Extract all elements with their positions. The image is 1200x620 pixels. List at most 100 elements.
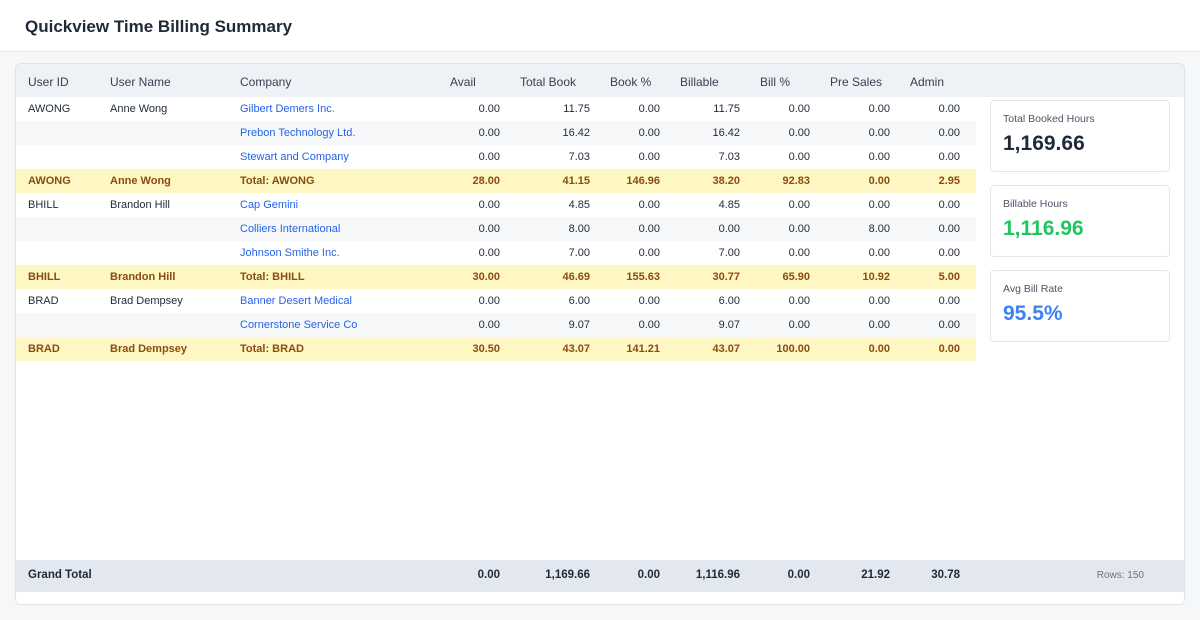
cell-total-book: 9.07 (568, 319, 590, 331)
cell-bill-pct: 0.00 (788, 295, 810, 307)
kpi-card-billable-hours: Billable Hours 1,116.96 (990, 185, 1170, 257)
kpi-label: Avg Bill Rate (1003, 283, 1063, 295)
cell-pre-sales: 0.00 (868, 199, 890, 211)
column-header-billable[interactable]: Billable (680, 75, 719, 89)
cell-pre-sales: 0.00 (868, 343, 890, 355)
column-header-company[interactable]: Company (240, 75, 292, 89)
column-header-pre-sales[interactable]: Pre Sales (830, 75, 883, 89)
table-row[interactable]: Stewart and Company 0.00 7.03 0.00 7.03 0.00 0… (16, 145, 976, 169)
cell-pre-sales: 0.00 (868, 247, 890, 259)
cell-avail: 0.00 (478, 199, 500, 211)
cell-user-name: Brad Dempsey (110, 295, 183, 307)
company-link[interactable]: Johnson Smithe Inc. (240, 247, 340, 259)
subtotal-row[interactable]: AWONG Anne Wong Total: AWONG 28.00 41.15 146.… (16, 169, 976, 193)
table-row[interactable]: Colliers International 0.00 8.00 0.00 0.00 0.… (16, 217, 976, 241)
table-row[interactable]: BHILL Brandon Hill Cap Gemini 0.00 4.85 0.00 4… (16, 193, 976, 217)
cell-billable: 7.03 (718, 151, 740, 163)
cell-avail: 0.00 (478, 127, 500, 139)
column-header-avail[interactable]: Avail (450, 75, 476, 89)
company-link[interactable]: Cornerstone Service Co (240, 319, 358, 331)
cell-admin: 0.00 (938, 103, 960, 115)
cell-book-pct: 155.63 (626, 271, 660, 283)
cell-bill-pct: 0.00 (788, 199, 810, 211)
grand-total-bill-pct: 0.00 (787, 569, 810, 581)
column-header-total-book[interactable]: Total Book (520, 75, 577, 89)
kpi-card-avg-bill-rate: Avg Bill Rate 95.5% (990, 270, 1170, 342)
table-row[interactable]: AWONG Anne Wong Gilbert Demers Inc. 0.00 11.… (16, 97, 976, 121)
cell-pre-sales: 0.00 (868, 175, 890, 187)
cell-pre-sales: 8.00 (868, 223, 890, 235)
grand-total-billable: 1,116.96 (695, 569, 740, 581)
cell-user-id: BRAD (28, 295, 59, 307)
cell-user-id: AWONG (28, 103, 71, 115)
subtotal-row[interactable]: BHILL Brandon Hill Total: BHILL 30.00 46.69 1… (16, 265, 976, 289)
cell-pre-sales: 0.00 (868, 295, 890, 307)
company-link[interactable]: Banner Desert Medical (240, 295, 352, 307)
cell-billable: 7.00 (718, 247, 740, 259)
cell-avail: 0.00 (478, 247, 500, 259)
table-row[interactable]: Cornerstone Service Co 0.00 9.07 0.00 9.07 0.… (16, 313, 976, 337)
company-link[interactable]: Cap Gemini (240, 199, 299, 211)
cell-total-book: 6.00 (568, 295, 590, 307)
cell-avail: 30.00 (472, 271, 500, 283)
cell-user-id: BHILL (28, 271, 61, 283)
cell-book-pct: 0.00 (638, 199, 660, 211)
grand-total-row: Grand Total 0.00 1,169.66 0.00 1,116.96 … (16, 560, 1184, 592)
cell-company: Total: BHILL (240, 271, 305, 283)
cell-bill-pct: 92.83 (782, 175, 810, 187)
kpi-value: 95.5% (1003, 302, 1063, 325)
cell-avail: 0.00 (478, 319, 500, 331)
cell-book-pct: 0.00 (638, 223, 660, 235)
grand-total-admin: 30.78 (931, 569, 960, 581)
cell-user-name: Brandon Hill (110, 199, 170, 211)
company-link[interactable]: Gilbert Demers Inc. (240, 103, 335, 115)
cell-billable: 38.20 (712, 175, 740, 187)
table-row[interactable]: Johnson Smithe Inc. 0.00 7.00 0.00 7.00 0.00 0… (16, 241, 976, 265)
cell-admin: 0.00 (938, 343, 960, 355)
cell-total-book: 43.07 (562, 343, 590, 355)
cell-pre-sales: 0.00 (868, 127, 890, 139)
cell-book-pct: 141.21 (626, 343, 660, 355)
cell-book-pct: 0.00 (638, 127, 660, 139)
cell-bill-pct: 0.00 (788, 223, 810, 235)
cell-avail: 0.00 (478, 295, 500, 307)
kpi-label: Total Booked Hours (1003, 113, 1095, 125)
cell-bill-pct: 0.00 (788, 247, 810, 259)
cell-total-book: 41.15 (562, 175, 590, 187)
column-header-user-name[interactable]: User Name (110, 75, 171, 89)
cell-total-book: 7.03 (568, 151, 590, 163)
company-link[interactable]: Stewart and Company (240, 151, 349, 163)
cell-book-pct: 0.00 (638, 319, 660, 331)
cell-avail: 28.00 (472, 175, 500, 187)
cell-billable: 6.00 (718, 295, 740, 307)
column-header-user-id[interactable]: User ID (28, 75, 69, 89)
cell-user-name: Anne Wong (110, 175, 171, 187)
cell-book-pct: 0.00 (638, 103, 660, 115)
cell-total-book: 7.00 (568, 247, 590, 259)
cell-admin: 2.95 (938, 175, 960, 187)
page-title: Quickview Time Billing Summary (25, 17, 293, 36)
cell-user-id: AWONG (28, 175, 71, 187)
top-bar: Quickview Time Billing Summary (0, 0, 1200, 52)
company-link[interactable]: Colliers International (240, 223, 341, 235)
company-link[interactable]: Prebon Technology Ltd. (240, 127, 356, 139)
cell-total-book: 4.85 (568, 199, 590, 211)
column-header-bill-pct[interactable]: Bill % (760, 75, 791, 89)
cell-total-book: 16.42 (562, 127, 590, 139)
cell-admin: 0.00 (938, 223, 960, 235)
cell-total-book: 8.00 (568, 223, 590, 235)
table-header: User ID User Name Company Avail Total Bo… (16, 64, 1184, 97)
cell-avail: 30.50 (472, 343, 500, 355)
subtotal-row[interactable]: BRAD Brad Dempsey Total: BRAD 30.50 43.07 141… (16, 337, 976, 361)
column-header-book-pct[interactable]: Book % (610, 75, 652, 89)
cell-pre-sales: 0.00 (868, 319, 890, 331)
cell-bill-pct: 65.90 (782, 271, 810, 283)
table-row[interactable]: Prebon Technology Ltd. 0.00 16.42 0.00 16.42… (16, 121, 976, 145)
cell-book-pct: 0.00 (638, 295, 660, 307)
column-header-admin[interactable]: Admin (910, 75, 945, 89)
grand-total-book-pct: 0.00 (637, 569, 660, 581)
cell-admin: 0.00 (938, 319, 960, 331)
cell-pre-sales: 10.92 (862, 271, 890, 283)
cell-billable: 16.42 (712, 127, 740, 139)
table-row[interactable]: BRAD Brad Dempsey Banner Desert Medical 0.0… (16, 289, 976, 313)
